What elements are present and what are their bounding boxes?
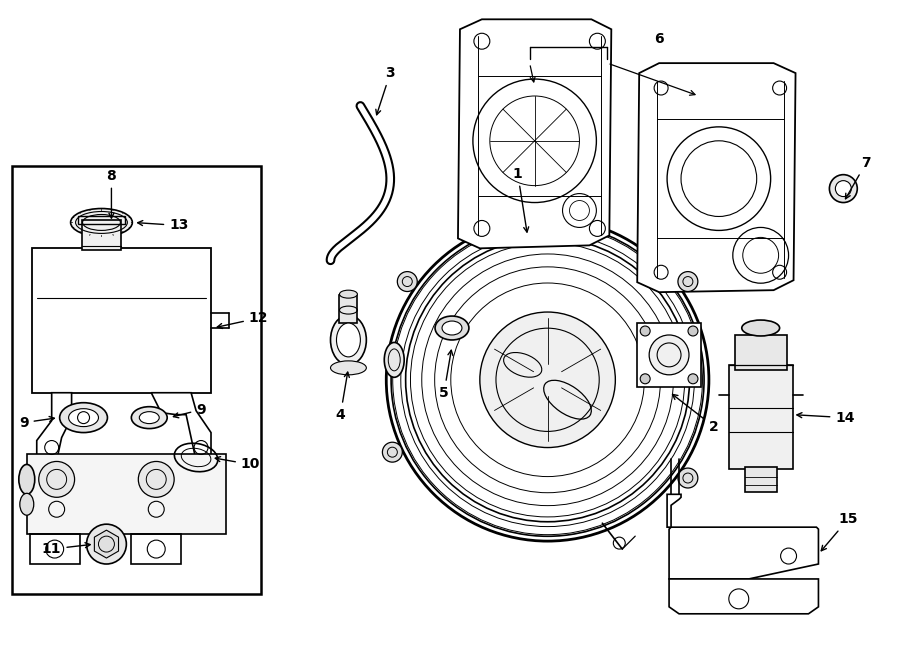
- Polygon shape: [669, 527, 818, 579]
- Text: 5: 5: [439, 350, 453, 400]
- Circle shape: [86, 524, 126, 564]
- Bar: [637, 323, 701, 387]
- Circle shape: [382, 442, 402, 462]
- Ellipse shape: [442, 321, 462, 335]
- Text: 10: 10: [215, 457, 260, 471]
- Text: 4: 4: [336, 372, 349, 422]
- Polygon shape: [458, 19, 611, 249]
- Text: 12: 12: [217, 311, 268, 329]
- Ellipse shape: [330, 315, 366, 365]
- Ellipse shape: [140, 412, 159, 424]
- Ellipse shape: [131, 407, 167, 428]
- Circle shape: [835, 180, 851, 196]
- Text: 2: 2: [672, 395, 719, 434]
- Circle shape: [688, 326, 698, 336]
- Text: 15: 15: [822, 512, 858, 551]
- Ellipse shape: [68, 408, 98, 426]
- Polygon shape: [151, 393, 211, 461]
- Ellipse shape: [384, 342, 404, 377]
- Ellipse shape: [330, 361, 366, 375]
- Polygon shape: [37, 393, 72, 461]
- Circle shape: [386, 219, 709, 541]
- Circle shape: [678, 468, 698, 488]
- Circle shape: [397, 272, 418, 292]
- Text: 8: 8: [106, 169, 116, 218]
- Text: 1: 1: [513, 167, 528, 232]
- Text: 3: 3: [376, 66, 395, 115]
- Text: 6: 6: [654, 32, 664, 46]
- Circle shape: [640, 374, 650, 384]
- Ellipse shape: [742, 320, 779, 336]
- Ellipse shape: [337, 323, 360, 357]
- Text: 9: 9: [174, 403, 206, 418]
- Circle shape: [39, 461, 75, 497]
- Polygon shape: [94, 530, 119, 558]
- Text: 14: 14: [796, 410, 855, 424]
- Circle shape: [688, 374, 698, 384]
- Circle shape: [139, 461, 175, 497]
- Polygon shape: [667, 494, 681, 527]
- Text: 9: 9: [19, 416, 54, 430]
- Bar: [729, 365, 793, 469]
- Circle shape: [480, 312, 616, 447]
- Circle shape: [640, 326, 650, 336]
- Bar: [32, 249, 211, 393]
- Ellipse shape: [70, 208, 132, 237]
- Circle shape: [678, 272, 698, 292]
- Bar: [82, 221, 122, 251]
- Bar: [12, 166, 261, 594]
- Ellipse shape: [59, 403, 107, 432]
- Circle shape: [830, 175, 858, 202]
- Text: 11: 11: [42, 542, 90, 556]
- Polygon shape: [669, 579, 818, 614]
- Text: 13: 13: [138, 218, 189, 233]
- Bar: [745, 467, 777, 492]
- Bar: [131, 534, 181, 564]
- Bar: [30, 534, 79, 564]
- Text: 7: 7: [845, 156, 871, 199]
- Bar: [77, 217, 125, 225]
- Ellipse shape: [19, 465, 35, 494]
- Bar: [339, 295, 357, 323]
- Bar: [734, 335, 787, 370]
- Bar: [27, 455, 226, 534]
- Ellipse shape: [20, 493, 34, 515]
- Polygon shape: [637, 63, 796, 292]
- Ellipse shape: [435, 316, 469, 340]
- Circle shape: [649, 335, 689, 375]
- Ellipse shape: [339, 290, 357, 298]
